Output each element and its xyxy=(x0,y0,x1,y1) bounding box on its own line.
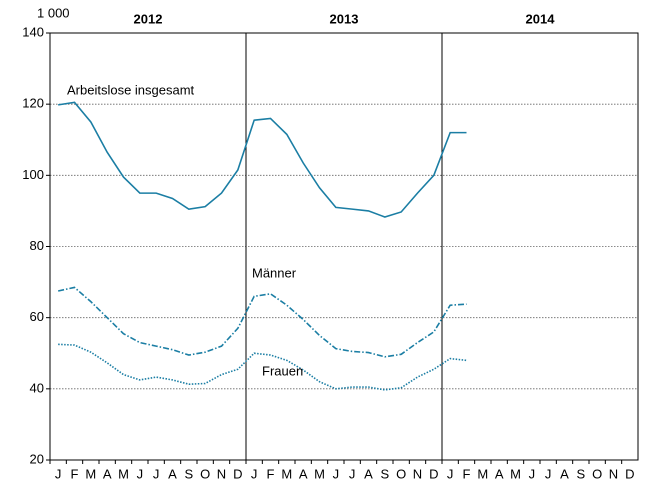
x-tick-label: J xyxy=(333,466,340,481)
x-tick-label: M xyxy=(510,466,521,481)
series-line xyxy=(58,343,467,391)
x-tick-label: M xyxy=(314,466,325,481)
y-tick-label: 100 xyxy=(22,167,44,182)
x-tick-label: J xyxy=(349,466,356,481)
series-line xyxy=(58,101,467,218)
series-line xyxy=(57,286,467,358)
x-tick-label: A xyxy=(364,466,373,481)
y-tick-label: 120 xyxy=(22,96,44,111)
series-label: Frauen xyxy=(262,363,303,378)
x-tick-label: A xyxy=(560,466,569,481)
year-label: 2014 xyxy=(526,11,556,26)
x-tick-label: J xyxy=(251,466,258,481)
y-tick-label: 40 xyxy=(30,380,44,395)
y-tick-label: 20 xyxy=(30,451,44,466)
x-tick-label: M xyxy=(85,466,96,481)
x-tick-label: M xyxy=(477,466,488,481)
series-label: Männer xyxy=(252,265,297,280)
x-tick-label: F xyxy=(463,466,471,481)
x-tick-label: M xyxy=(281,466,292,481)
x-tick-label: A xyxy=(168,466,177,481)
y-tick-label: 80 xyxy=(30,238,44,253)
series-label: Arbeitslose insgesamt xyxy=(67,82,195,97)
x-tick-label: J xyxy=(529,466,536,481)
x-tick-label: F xyxy=(267,466,275,481)
y-tick-label: 60 xyxy=(30,309,44,324)
x-tick-label: J xyxy=(55,466,62,481)
x-tick-label: O xyxy=(200,466,210,481)
x-tick-label: N xyxy=(413,466,422,481)
x-tick-label: A xyxy=(495,466,504,481)
x-tick-label: M xyxy=(118,466,129,481)
x-tick-label: J xyxy=(137,466,144,481)
x-tick-label: J xyxy=(153,466,160,481)
x-tick-label: F xyxy=(71,466,79,481)
x-tick-label: J xyxy=(447,466,454,481)
x-tick-label: S xyxy=(184,466,193,481)
year-label: 2012 xyxy=(134,11,163,26)
x-tick-label: D xyxy=(625,466,634,481)
x-tick-label: J xyxy=(545,466,552,481)
y-unit-label: 1 000 xyxy=(37,5,70,20)
x-tick-label: S xyxy=(576,466,585,481)
y-tick-label: 140 xyxy=(22,24,44,39)
x-tick-label: N xyxy=(609,466,618,481)
x-tick-label: O xyxy=(592,466,602,481)
x-tick-label: D xyxy=(233,466,242,481)
x-tick-label: A xyxy=(299,466,308,481)
x-tick-label: O xyxy=(396,466,406,481)
x-tick-label: A xyxy=(103,466,112,481)
year-label: 2013 xyxy=(330,11,359,26)
x-tick-label: S xyxy=(380,466,389,481)
x-tick-label: N xyxy=(217,466,226,481)
x-tick-label: D xyxy=(429,466,438,481)
